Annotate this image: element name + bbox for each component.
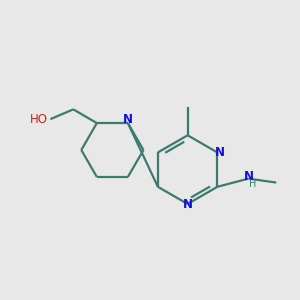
Text: HO: HO bbox=[30, 113, 48, 126]
Text: N: N bbox=[244, 169, 254, 182]
Text: N: N bbox=[123, 113, 133, 126]
Text: H: H bbox=[249, 179, 256, 189]
Text: N: N bbox=[215, 146, 225, 159]
Text: N: N bbox=[183, 198, 193, 211]
